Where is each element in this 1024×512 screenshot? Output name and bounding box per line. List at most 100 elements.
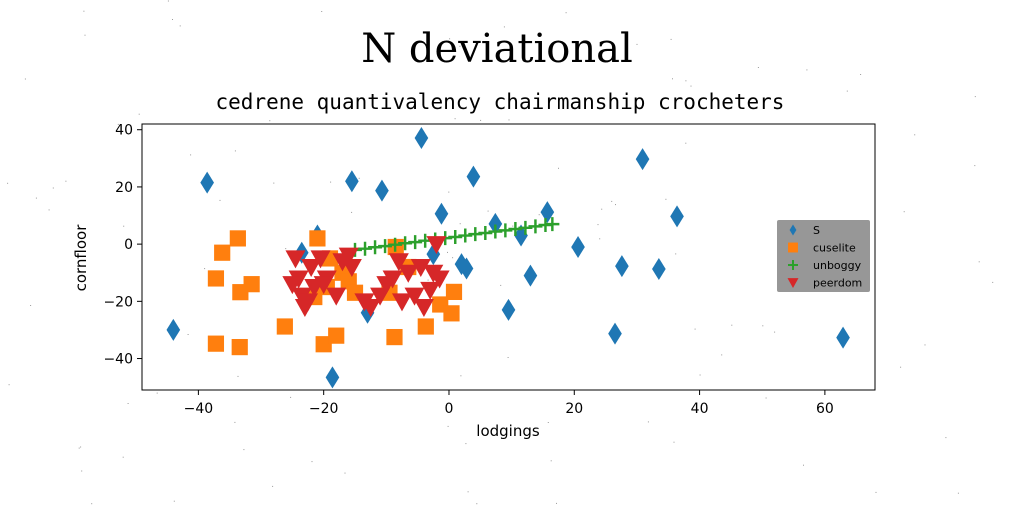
speckle-dot (138, 113, 140, 115)
speckle-dot (974, 165, 976, 167)
legend-label-cuselite: cuselite (813, 242, 856, 255)
speckle-dot (187, 334, 189, 335)
speckle-dot (204, 268, 206, 270)
speckle-dot (597, 224, 599, 226)
point-peerdom (382, 270, 403, 289)
speckle-dot (448, 191, 450, 193)
point-peerdom (413, 299, 434, 318)
point-peerdom (301, 259, 322, 278)
speckle-dot (636, 43, 638, 45)
speckle-dot (487, 210, 489, 212)
speckle-dot (500, 284, 502, 286)
speckle-dot (538, 214, 540, 216)
legend-box (777, 220, 870, 292)
speckle-dot (685, 80, 687, 82)
point-cuselite (214, 244, 231, 261)
legend-label-unboggy: unboggy (813, 259, 862, 272)
speckle-dot (460, 375, 462, 377)
speckle-dot (476, 503, 478, 505)
x-tick-label: 60 (816, 401, 834, 417)
speckle-dot (290, 396, 292, 398)
speckle-dot (52, 187, 54, 189)
point-peerdom (429, 270, 450, 289)
point-peerdom (298, 293, 319, 312)
point-unboggy (478, 225, 493, 240)
point-s (325, 366, 340, 389)
series-unboggy (348, 217, 560, 257)
speckle-dot (269, 120, 271, 122)
speckle-dot (503, 26, 505, 28)
point-s (523, 264, 538, 287)
speckle-dot (599, 238, 601, 240)
speckle-dot (978, 261, 980, 263)
speckle-dot (84, 34, 86, 36)
point-s (608, 322, 622, 345)
legend-marker-s (789, 224, 797, 236)
speckle-dot (512, 225, 514, 227)
series-peerdom (282, 236, 450, 318)
x-tick-label: 0 (445, 401, 454, 417)
speckle-dot (699, 374, 701, 376)
speckle-dot (547, 422, 549, 423)
point-cuselite (315, 336, 332, 353)
speckle-dot (480, 119, 482, 121)
speckle-dot (454, 118, 456, 120)
speckle-dot (35, 197, 37, 199)
speckle-dot (321, 11, 323, 12)
point-peerdom (404, 287, 425, 306)
speckle-dot (992, 281, 994, 283)
legend-label-peerdom: peerdom (813, 277, 862, 290)
speckle-dot (803, 464, 804, 466)
speckle-dot (285, 248, 287, 250)
speckle-dot (957, 492, 959, 494)
point-s (414, 127, 429, 150)
x-axis-label: lodgings (476, 422, 540, 440)
speckle-dot (974, 96, 976, 98)
point-peerdom (370, 287, 391, 306)
point-cuselite (386, 328, 403, 346)
speckle-dot (91, 503, 93, 505)
legend-label-s: S (813, 224, 820, 237)
y-axis-ticks: −40 −20 0 20 40 (103, 123, 142, 368)
speckle-dot (344, 472, 346, 474)
speckle-dot (611, 200, 613, 202)
speckle-dot (351, 211, 353, 213)
speckle-dot (757, 67, 759, 68)
point-cuselite (328, 327, 345, 344)
point-s (635, 148, 650, 171)
speckle-dot (243, 449, 245, 451)
speckle-dot (234, 421, 236, 423)
point-unboggy (408, 235, 423, 250)
speckle-dot (127, 403, 129, 404)
speckle-dot (647, 421, 649, 423)
x-tick-label: 20 (565, 401, 583, 417)
speckle-dot (272, 485, 274, 487)
point-unboggy (388, 237, 403, 252)
speckle-dot (465, 443, 467, 445)
point-s (514, 224, 528, 247)
speckle-dot (550, 460, 552, 462)
x-tick-label: −40 (184, 401, 214, 417)
speckle-dot (83, 10, 85, 12)
point-unboggy (358, 241, 373, 256)
chart-title: N deviational (361, 26, 633, 72)
speckle-dot (358, 177, 360, 179)
point-peerdom (360, 299, 381, 318)
point-unboggy (518, 220, 533, 235)
speckle-dot (447, 425, 449, 427)
speckle-dot (875, 491, 877, 493)
speckle-dot (122, 456, 124, 458)
speckle-dot (914, 134, 916, 136)
speckle-dot (673, 441, 675, 443)
speckle-dot (190, 154, 192, 156)
speckle-dot (765, 397, 767, 399)
speckle-dot (234, 150, 236, 152)
speckle-dot (78, 447, 80, 449)
point-peerdom (391, 293, 412, 312)
point-peerdom (410, 259, 431, 278)
data-marks (166, 127, 850, 389)
speckle-dot (721, 354, 723, 356)
x-tick-label: 40 (691, 401, 709, 417)
x-tick-label: −20 (309, 401, 339, 417)
